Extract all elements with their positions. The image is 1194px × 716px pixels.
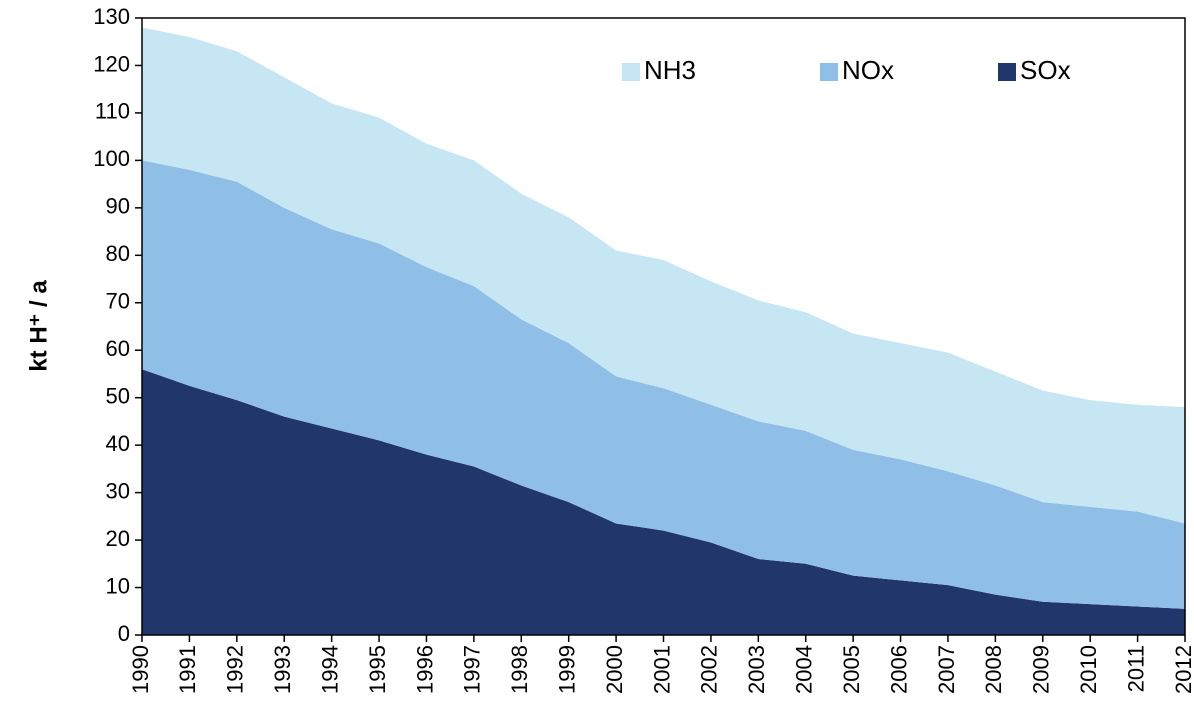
y-tick-label: 100: [93, 146, 130, 171]
y-axis-label: kt H⁺ / a: [25, 280, 52, 372]
x-tick-label: 2002: [697, 645, 722, 694]
x-tick-label: 2011: [1123, 645, 1148, 692]
x-tick-label: 1997: [460, 645, 485, 694]
area: [142, 27, 1185, 524]
y-tick-label: 110: [95, 99, 130, 124]
y-tick-label: 10: [106, 573, 130, 598]
x-tick-label: 2000: [602, 645, 627, 694]
x-tick-label: 1990: [128, 645, 153, 694]
x-tick-label: 1999: [554, 645, 579, 694]
y-tick-label: 40: [106, 431, 130, 456]
y-tick-label: 70: [106, 289, 130, 314]
x-tick-label: 2003: [744, 645, 769, 694]
y-tick-label: 60: [106, 336, 130, 361]
y-tick-label: 130: [93, 4, 130, 29]
legend-swatch: [998, 63, 1016, 81]
y-tick-label: 30: [106, 478, 130, 503]
x-tick-label: 2010: [1076, 645, 1101, 694]
x-tick-label: 2008: [981, 645, 1006, 694]
x-tick-label: 1991: [175, 645, 200, 694]
legend-label: SOx: [1020, 55, 1071, 85]
legend-swatch: [622, 63, 640, 81]
x-tick-label: 2012: [1171, 645, 1194, 694]
x-tick-label: 2001: [649, 645, 674, 694]
area: [142, 160, 1185, 609]
x-tick-label: 2005: [839, 645, 864, 694]
x-tick-label: 1998: [507, 645, 532, 694]
legend-label: NH3: [644, 55, 696, 85]
y-tick-label: 80: [106, 241, 130, 266]
y-tick-label: 50: [106, 384, 130, 409]
y-tick-label: 120: [93, 51, 130, 76]
y-tick-label: 20: [106, 526, 130, 551]
area: [142, 369, 1185, 635]
x-tick-label: 2006: [886, 645, 911, 694]
x-tick-label: 1996: [412, 645, 437, 694]
x-tick-label: 2009: [1029, 645, 1054, 694]
x-tick-label: 1992: [223, 645, 248, 694]
x-tick-label: 1993: [270, 645, 295, 694]
legend-swatch: [820, 63, 838, 81]
x-tick-label: 2007: [934, 645, 959, 694]
y-tick-label: 0: [118, 621, 130, 646]
x-tick-label: 1994: [317, 645, 342, 694]
x-tick-label: 2004: [792, 645, 817, 694]
y-tick-label: 90: [106, 194, 130, 219]
legend-label: NOx: [842, 55, 894, 85]
x-tick-label: 1995: [365, 645, 390, 694]
